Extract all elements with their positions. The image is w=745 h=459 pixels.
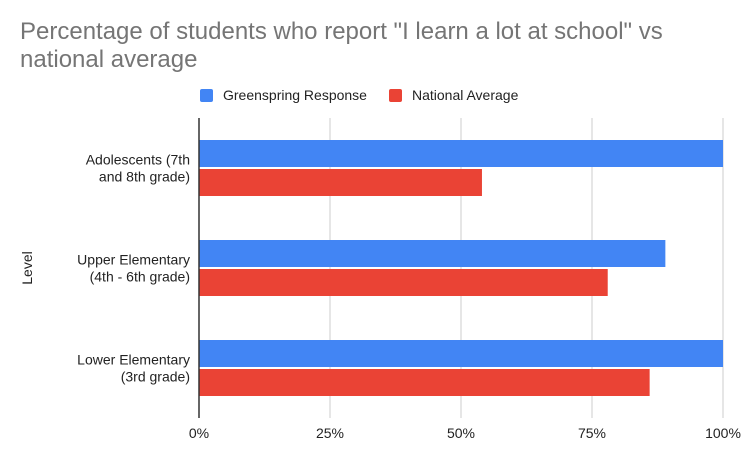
x-tick-label: 0% xyxy=(189,425,209,441)
legend-label-national: National Average xyxy=(411,87,519,103)
legend-item-national[interactable]: National Average xyxy=(388,87,519,103)
bar-greenspring-2 xyxy=(199,340,723,367)
y-tick-label: (3rd grade) xyxy=(121,369,190,385)
chart-title: Percentage of students who report "I lea… xyxy=(20,18,663,73)
legend-swatch-national xyxy=(388,88,402,102)
y-tick-label: Upper Elementary xyxy=(77,252,190,268)
y-axis-title: Level xyxy=(19,251,35,284)
bar-greenspring-0 xyxy=(199,140,723,167)
x-tick-label: 100% xyxy=(705,425,741,441)
bar-national-2 xyxy=(199,369,650,396)
bar-national-0 xyxy=(199,169,482,196)
y-tick-label: Adolescents (7th xyxy=(86,152,190,168)
legend-swatch-greenspring xyxy=(200,88,213,102)
legend-item-greenspring[interactable]: Greenspring Response xyxy=(200,87,367,103)
bar-greenspring-1 xyxy=(199,240,666,267)
legend-label-greenspring: Greenspring Response xyxy=(223,87,367,103)
y-tick-label: and 8th grade) xyxy=(99,169,190,185)
y-tick-label: (4th - 6th grade) xyxy=(90,269,190,285)
y-tick-label: Lower Elementary xyxy=(77,352,190,368)
x-tick-label: 25% xyxy=(316,425,344,441)
bar-national-1 xyxy=(199,269,608,296)
x-tick-label: 50% xyxy=(447,425,475,441)
legend: Greenspring Response National Average xyxy=(200,87,540,103)
x-tick-label: 75% xyxy=(578,425,606,441)
